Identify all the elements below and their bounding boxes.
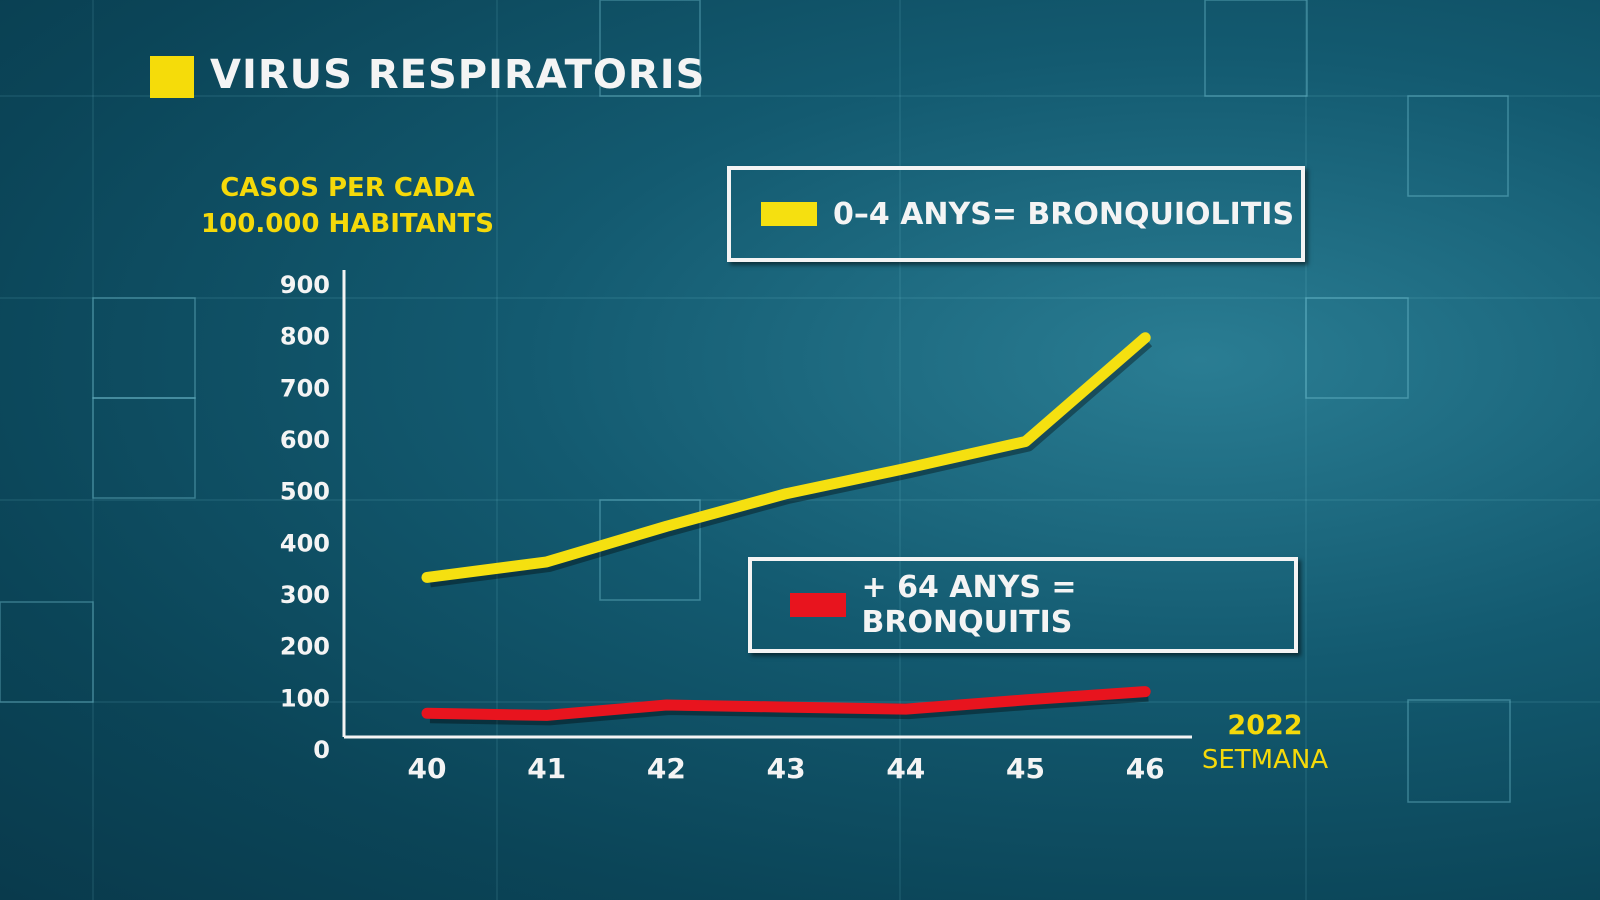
y-axis-label: CASOS PER CADA 100.000 HABITANTS	[201, 173, 494, 239]
series-line	[421, 686, 1151, 721]
x-tick-label: 42	[647, 752, 686, 785]
y-tick-label: 700	[280, 374, 330, 402]
x-axis-label: SETMANA	[1201, 745, 1329, 775]
x-tick-label: 40	[408, 752, 447, 785]
y-tick-label: 0	[313, 736, 330, 764]
y-tick-label: 800	[280, 323, 330, 351]
x-annotation: 2022	[1227, 710, 1303, 741]
legend-label: + 64 ANYS = BRONQUITIS	[861, 570, 1077, 640]
x-tick-label: 43	[767, 752, 806, 785]
legend-swatch	[790, 593, 846, 617]
y-tick-label: 300	[280, 581, 330, 609]
x-tick-label: 45	[1006, 752, 1045, 785]
y-tick-label: 900	[280, 271, 330, 299]
x-tick-label: 46	[1126, 752, 1165, 785]
title-marker	[150, 56, 194, 98]
series-shadow	[429, 337, 1153, 588]
x-tick-label: 44	[886, 752, 925, 785]
y-tick-label: 100	[280, 684, 330, 712]
y-tick-label: 200	[280, 633, 330, 661]
legend-item: + 64 ANYS = BRONQUITIS	[748, 557, 1298, 653]
y-tick-label: 600	[280, 426, 330, 454]
series-line	[421, 332, 1151, 583]
legend-item: 0–4 ANYS= BRONQUIOLITIS	[727, 166, 1305, 262]
legend-swatch	[761, 202, 817, 226]
y-tick-label: 400	[280, 529, 330, 557]
y-tick-label: 500	[280, 478, 330, 506]
x-tick-label: 41	[527, 752, 566, 785]
chart-title: VIRUS RESPIRATORIS	[210, 52, 706, 98]
legend-label: 0–4 ANYS= BRONQUIOLITIS	[833, 196, 1295, 232]
